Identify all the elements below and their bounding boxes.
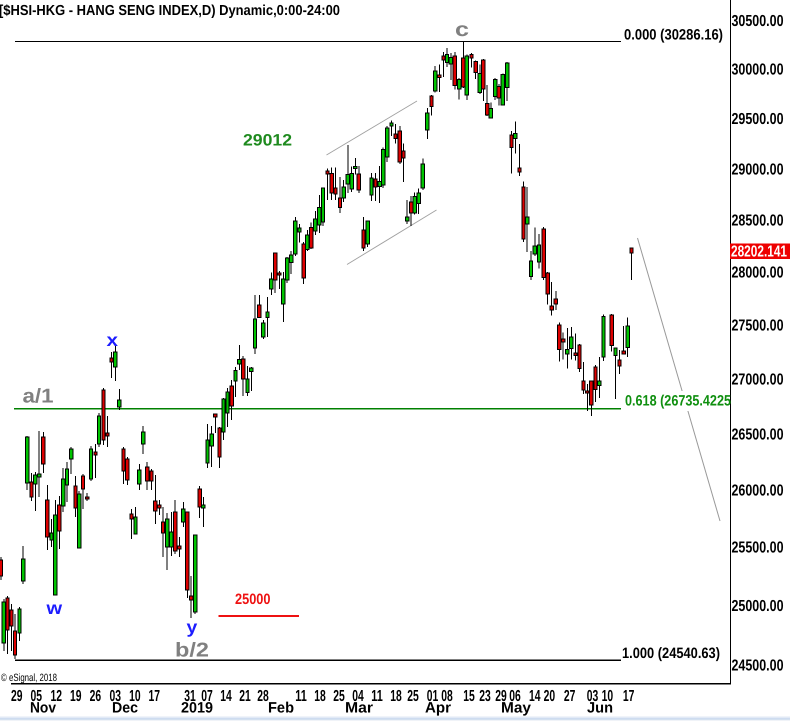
svg-text:2019: 2019 [181,700,213,717]
svg-text:Feb: Feb [268,700,294,717]
svg-text:26000.00: 26000.00 [732,483,784,500]
svg-text:28500.00: 28500.00 [732,212,784,229]
svg-text:14: 14 [529,688,541,705]
svg-text:03: 03 [587,688,599,705]
svg-text:0.618 (26735.4225: 0.618 (26735.4225 [625,393,731,410]
svg-text:11: 11 [295,688,307,705]
svg-text:26: 26 [90,688,102,705]
svg-text:© eSignal, 2018: © eSignal, 2018 [1,672,57,684]
svg-text:10: 10 [129,688,141,705]
svg-text:10: 10 [602,688,614,705]
svg-text:31: 31 [184,688,196,705]
svg-text:29012: 29012 [243,132,292,150]
svg-text:Dec: Dec [112,700,138,717]
svg-text:05: 05 [31,688,43,705]
svg-text:25000.00: 25000.00 [732,598,784,615]
svg-text:0.000 (30286.16): 0.000 (30286.16) [624,27,723,44]
svg-text:26500.00: 26500.00 [732,427,784,444]
svg-text:1.000 (24540.63): 1.000 (24540.63) [622,645,720,662]
svg-text:Mar: Mar [345,700,373,717]
svg-text:27: 27 [564,688,576,705]
svg-text:28202.141: 28202.141 [731,243,787,260]
svg-text:28000.00: 28000.00 [732,265,784,282]
svg-text:25: 25 [333,688,345,705]
svg-text:11: 11 [371,688,383,705]
svg-text:17: 17 [623,688,635,705]
svg-text:x: x [107,330,119,350]
svg-text:27000.00: 27000.00 [732,372,784,389]
svg-text:27500.00: 27500.00 [732,318,784,335]
svg-text:[$HSI-HKG - HANG SENG INDEX,D): [$HSI-HKG - HANG SENG INDEX,D) Dynamic,0… [0,3,340,19]
svg-text:Nov: Nov [30,700,57,717]
svg-text:29: 29 [11,688,23,705]
svg-text:12: 12 [50,688,62,705]
svg-text:04: 04 [352,688,364,705]
svg-text:14: 14 [220,688,232,705]
svg-text:c: c [455,19,469,41]
svg-text:30500.00: 30500.00 [732,13,784,30]
svg-text:y: y [187,617,198,637]
svg-text:Apr: Apr [425,700,451,717]
svg-text:20: 20 [544,688,556,705]
svg-text:19: 19 [70,688,82,705]
svg-text:03: 03 [110,688,122,705]
svg-text:25: 25 [407,688,419,705]
svg-text:30000.00: 30000.00 [732,62,784,79]
svg-text:29: 29 [495,688,507,705]
svg-text:15: 15 [463,688,475,705]
svg-text:23: 23 [479,688,491,705]
svg-text:18: 18 [390,688,402,705]
svg-text:07: 07 [201,688,213,705]
svg-text:29500.00: 29500.00 [732,111,784,128]
svg-text:01: 01 [427,688,439,705]
svg-text:Jun: Jun [587,700,613,717]
svg-text:w: w [45,598,63,618]
svg-text:06: 06 [509,688,521,705]
svg-text:21: 21 [239,688,251,705]
svg-text:25500.00: 25500.00 [732,540,784,557]
svg-text:28: 28 [257,688,269,705]
svg-text:29000.00: 29000.00 [732,161,784,178]
svg-text:24500.00: 24500.00 [732,657,784,674]
svg-text:b/2: b/2 [175,639,209,661]
svg-text:a/1: a/1 [23,386,54,408]
svg-text:25000: 25000 [235,591,271,608]
svg-text:17: 17 [149,688,161,705]
svg-text:18: 18 [314,688,326,705]
svg-text:May: May [501,700,532,717]
svg-text:08: 08 [441,688,453,705]
